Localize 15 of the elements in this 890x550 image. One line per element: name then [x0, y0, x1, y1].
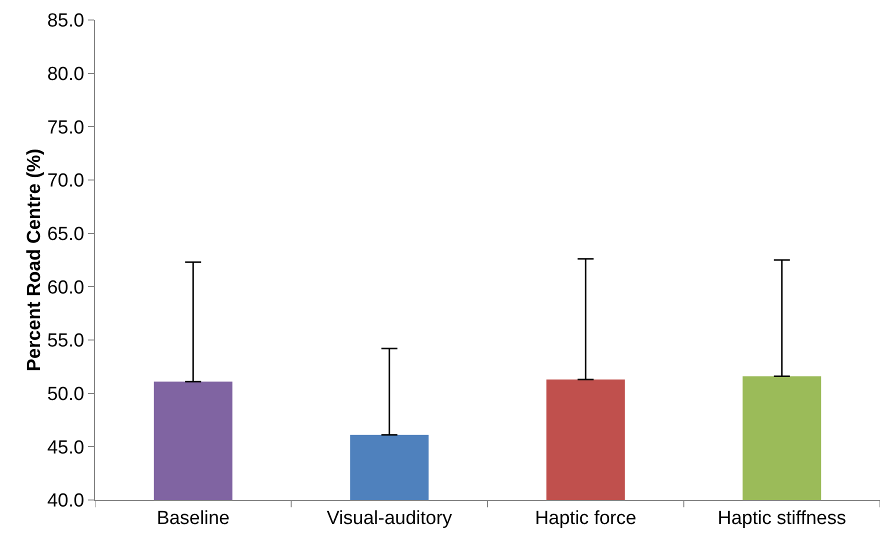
x-tick-label: Baseline [156, 508, 230, 529]
y-tick-label: 85.0 [47, 10, 84, 32]
y-tick-label: 45.0 [47, 437, 84, 458]
x-tick-label: Haptic force [534, 508, 636, 529]
y-tick-label: 80.0 [47, 64, 84, 85]
y-tick-label: 75.0 [47, 117, 84, 138]
x-tick-label: Haptic stiffness [718, 508, 846, 529]
y-tick-label: 40.0 [47, 490, 84, 512]
x-tick-label: Visual-auditory [326, 508, 453, 529]
y-tick-label: 55.0 [47, 330, 84, 352]
y-tick-label: 60.0 [47, 277, 84, 298]
y-tick-label: 70.0 [47, 170, 84, 192]
y-axis-title: Percent Road Centre (%) [24, 148, 46, 372]
y-tick-label: 50.0 [47, 384, 84, 405]
y-tick-label: 65.0 [47, 224, 84, 245]
